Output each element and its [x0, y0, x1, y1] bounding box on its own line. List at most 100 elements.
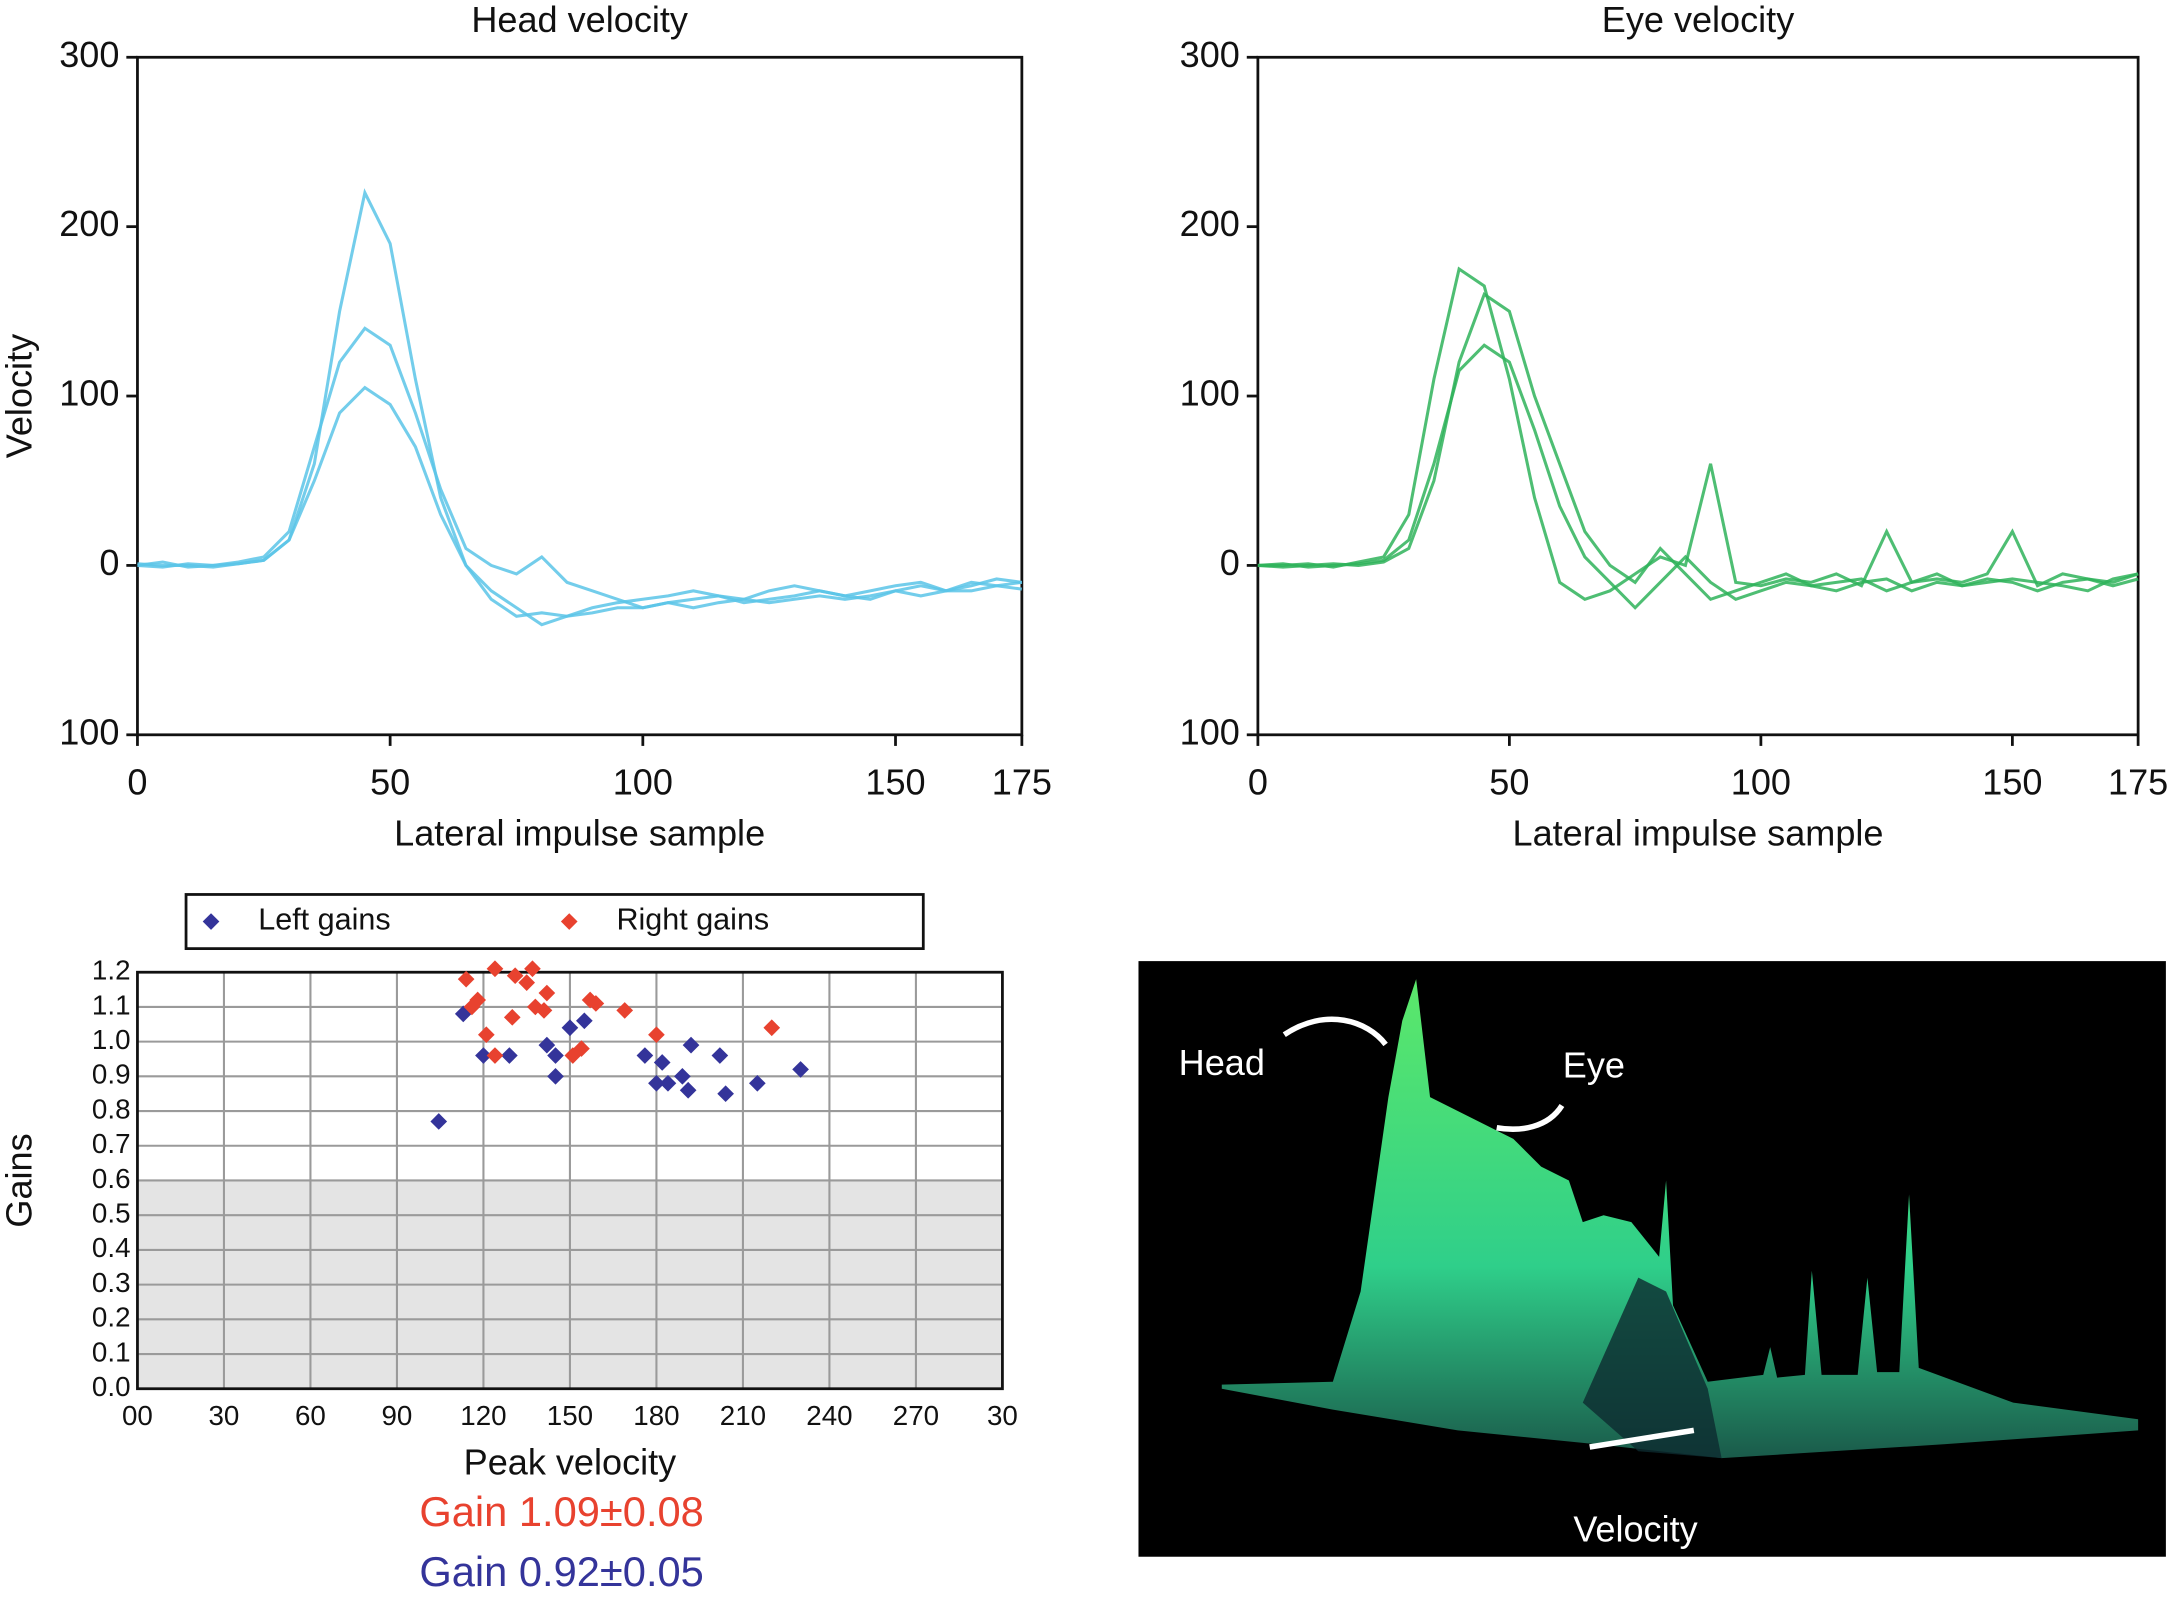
- legend-label: Right gains: [616, 903, 769, 937]
- x-tick-label: 150: [1982, 761, 2042, 802]
- annotation: Gain 1.09±0.08: [419, 1488, 703, 1535]
- y-tick-label: 300: [1180, 34, 1240, 75]
- scatter-point: [430, 1113, 448, 1130]
- scatter-point: [538, 984, 556, 1002]
- scatter-point: [547, 1068, 564, 1085]
- scatter-point: [576, 1012, 593, 1030]
- y-axis-label: Velocity: [0, 334, 40, 458]
- arrow: [1282, 1016, 1388, 1047]
- series-line: [137, 326, 1023, 610]
- scatter-point: [535, 1002, 553, 1019]
- scatter-point: [587, 995, 605, 1012]
- scatter-point: [561, 1019, 579, 1037]
- x-tick-label: 100: [1731, 761, 1791, 802]
- y-tick-label: 100: [1180, 373, 1240, 414]
- scatter-point: [648, 1074, 665, 1092]
- series-line: [1257, 343, 2139, 610]
- y-tick-label: 200: [59, 203, 119, 244]
- scatter-point: [457, 970, 475, 988]
- y-tick-label: 200: [1180, 203, 1240, 244]
- surface-shadow: [1582, 1277, 1722, 1459]
- arrow: [1589, 1427, 1695, 1450]
- scatter-point: [659, 1074, 677, 1092]
- scatter-point: [538, 1036, 556, 1054]
- x-tick-label: 90: [382, 1400, 413, 1431]
- scatter-point: [564, 1047, 582, 1064]
- series-line: [137, 385, 1023, 627]
- x-tick-label: 270: [893, 1400, 939, 1431]
- y-axis-label: Gains: [0, 1133, 40, 1227]
- x-tick-label: 50: [1489, 761, 1529, 802]
- scatter-point: [503, 1009, 521, 1026]
- y-tick-label: 0.4: [92, 1232, 131, 1263]
- scatter-point: [486, 1047, 504, 1064]
- y-tick-label: 0.2: [92, 1302, 131, 1333]
- plot-frame: [1256, 55, 2140, 737]
- scatter-point: [475, 1047, 492, 1064]
- legend-label: Left gains: [258, 903, 390, 937]
- x-axis-label: Peak velocity: [464, 1442, 677, 1483]
- legend-box: [184, 893, 925, 951]
- scatter-point: [648, 1026, 665, 1044]
- surface: [1221, 979, 2139, 1459]
- x-tick-label: 210: [720, 1400, 766, 1431]
- x-axis-label: Lateral impulse sample: [1513, 813, 1884, 854]
- scatter-point: [636, 1047, 654, 1064]
- y-tick-label: 1.1: [92, 989, 131, 1020]
- y-tick-label: 0: [1220, 542, 1240, 583]
- scatter-point: [616, 1002, 634, 1019]
- image-label: Eye: [1563, 1045, 1625, 1086]
- scatter-point: [792, 1061, 809, 1078]
- y-tick-label: 1.0: [92, 1024, 131, 1055]
- image-panel: Head Eye Velocity: [1138, 961, 2166, 1557]
- x-tick-label: 100: [613, 761, 673, 802]
- y-tick-label: 0.0: [92, 1371, 131, 1402]
- x-tick-label: 00: [122, 1400, 153, 1431]
- x-tick-label: 240: [806, 1400, 852, 1431]
- legend-marker: [202, 913, 220, 930]
- y-tick-label: 0.8: [92, 1093, 131, 1124]
- y-tick-label: 100: [59, 373, 119, 414]
- image-label: Head: [1179, 1042, 1265, 1083]
- x-tick-label: 150: [865, 761, 925, 802]
- scatter-point: [682, 1036, 700, 1054]
- x-tick-label: 30: [987, 1400, 1018, 1431]
- scatter-point: [749, 1074, 766, 1092]
- image-label: Velocity: [1573, 1508, 1697, 1549]
- y-tick-label: 0.5: [92, 1198, 131, 1229]
- scatter-point: [711, 1047, 729, 1064]
- scatter-point: [524, 960, 541, 978]
- x-tick-label: 120: [460, 1400, 506, 1431]
- scatter-point: [501, 1047, 518, 1064]
- y-tick-label: 0.7: [92, 1128, 131, 1159]
- y-tick-label: 0: [99, 542, 119, 583]
- y-tick-label: 1.2: [92, 955, 131, 986]
- x-tick-label: 0: [127, 761, 147, 802]
- x-axis-label: Lateral impulse sample: [394, 813, 765, 854]
- x-tick-label: 175: [2108, 761, 2168, 802]
- scatter-point: [486, 960, 504, 978]
- scatter-point: [763, 1019, 781, 1037]
- y-tick-label: 0.3: [92, 1267, 131, 1298]
- x-tick-label: 50: [370, 761, 410, 802]
- x-tick-label: 30: [209, 1400, 240, 1431]
- plot-frame: [136, 970, 1004, 1391]
- y-tick-label: 300: [59, 34, 119, 75]
- plot-frame: [136, 55, 1024, 737]
- x-tick-label: 180: [633, 1400, 679, 1431]
- x-tick-label: 60: [295, 1400, 326, 1431]
- y-tick-label: 100: [1180, 711, 1240, 752]
- x-tick-label: 150: [547, 1400, 593, 1431]
- x-tick-label: 175: [992, 761, 1052, 802]
- scatter-point: [717, 1085, 734, 1103]
- chart-title: Head velocity: [471, 0, 688, 40]
- scatter-point: [463, 998, 481, 1016]
- y-tick-label: 0.6: [92, 1163, 131, 1194]
- y-tick-label: 0.1: [92, 1336, 131, 1367]
- scatter-point: [477, 1026, 495, 1044]
- x-tick-label: 0: [1248, 761, 1268, 802]
- series-line: [1257, 292, 2139, 602]
- y-tick-label: 100: [59, 711, 119, 752]
